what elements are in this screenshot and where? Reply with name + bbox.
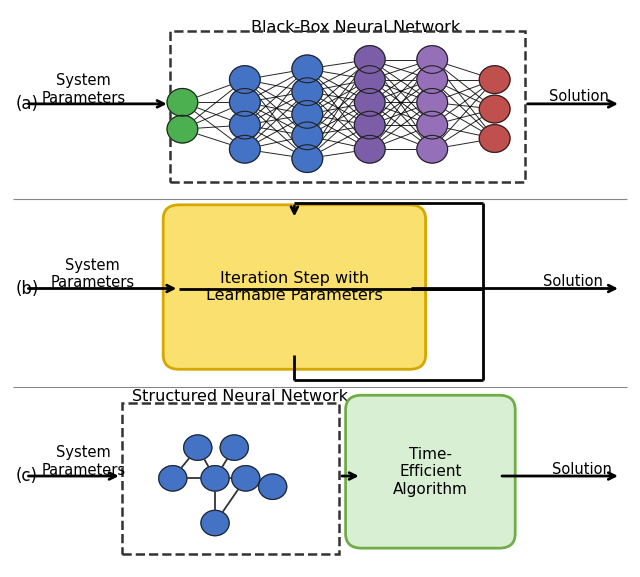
Circle shape xyxy=(355,88,385,116)
Circle shape xyxy=(230,136,260,163)
Circle shape xyxy=(230,88,260,116)
Circle shape xyxy=(230,111,260,139)
Text: Iteration Step with
Learnable Parameters: Iteration Step with Learnable Parameters xyxy=(206,271,383,304)
Circle shape xyxy=(232,466,260,491)
Circle shape xyxy=(479,66,510,93)
Circle shape xyxy=(184,435,212,460)
Circle shape xyxy=(220,435,248,460)
Circle shape xyxy=(292,122,323,149)
FancyBboxPatch shape xyxy=(346,395,515,548)
Circle shape xyxy=(167,115,198,143)
Text: Solution: Solution xyxy=(549,89,609,104)
Text: System
Parameters: System Parameters xyxy=(41,445,125,478)
Text: (a): (a) xyxy=(16,95,39,113)
Circle shape xyxy=(355,66,385,93)
Circle shape xyxy=(355,136,385,163)
Text: (b): (b) xyxy=(16,279,40,298)
Circle shape xyxy=(417,111,447,139)
Circle shape xyxy=(292,145,323,173)
Circle shape xyxy=(355,111,385,139)
Circle shape xyxy=(292,78,323,106)
Text: Solution: Solution xyxy=(552,462,612,477)
Circle shape xyxy=(417,88,447,116)
Text: Structured Neural Network: Structured Neural Network xyxy=(132,389,348,404)
Text: Solution: Solution xyxy=(543,274,603,289)
Text: System
Parameters: System Parameters xyxy=(51,258,135,290)
Circle shape xyxy=(417,66,447,93)
Circle shape xyxy=(201,466,229,491)
Circle shape xyxy=(230,66,260,93)
Circle shape xyxy=(201,510,229,535)
Circle shape xyxy=(479,95,510,123)
Circle shape xyxy=(417,46,447,73)
Circle shape xyxy=(417,136,447,163)
Circle shape xyxy=(259,474,287,500)
Circle shape xyxy=(292,100,323,128)
Circle shape xyxy=(167,88,198,116)
FancyBboxPatch shape xyxy=(163,205,426,369)
Circle shape xyxy=(159,466,187,491)
Text: System
Parameters: System Parameters xyxy=(41,73,125,106)
Circle shape xyxy=(479,125,510,152)
Text: Black-Box Neural Network: Black-Box Neural Network xyxy=(251,20,460,35)
Text: (c): (c) xyxy=(16,467,38,485)
Text: Time-
Efficient
Algorithm: Time- Efficient Algorithm xyxy=(393,447,468,497)
Circle shape xyxy=(355,46,385,73)
Circle shape xyxy=(292,55,323,83)
